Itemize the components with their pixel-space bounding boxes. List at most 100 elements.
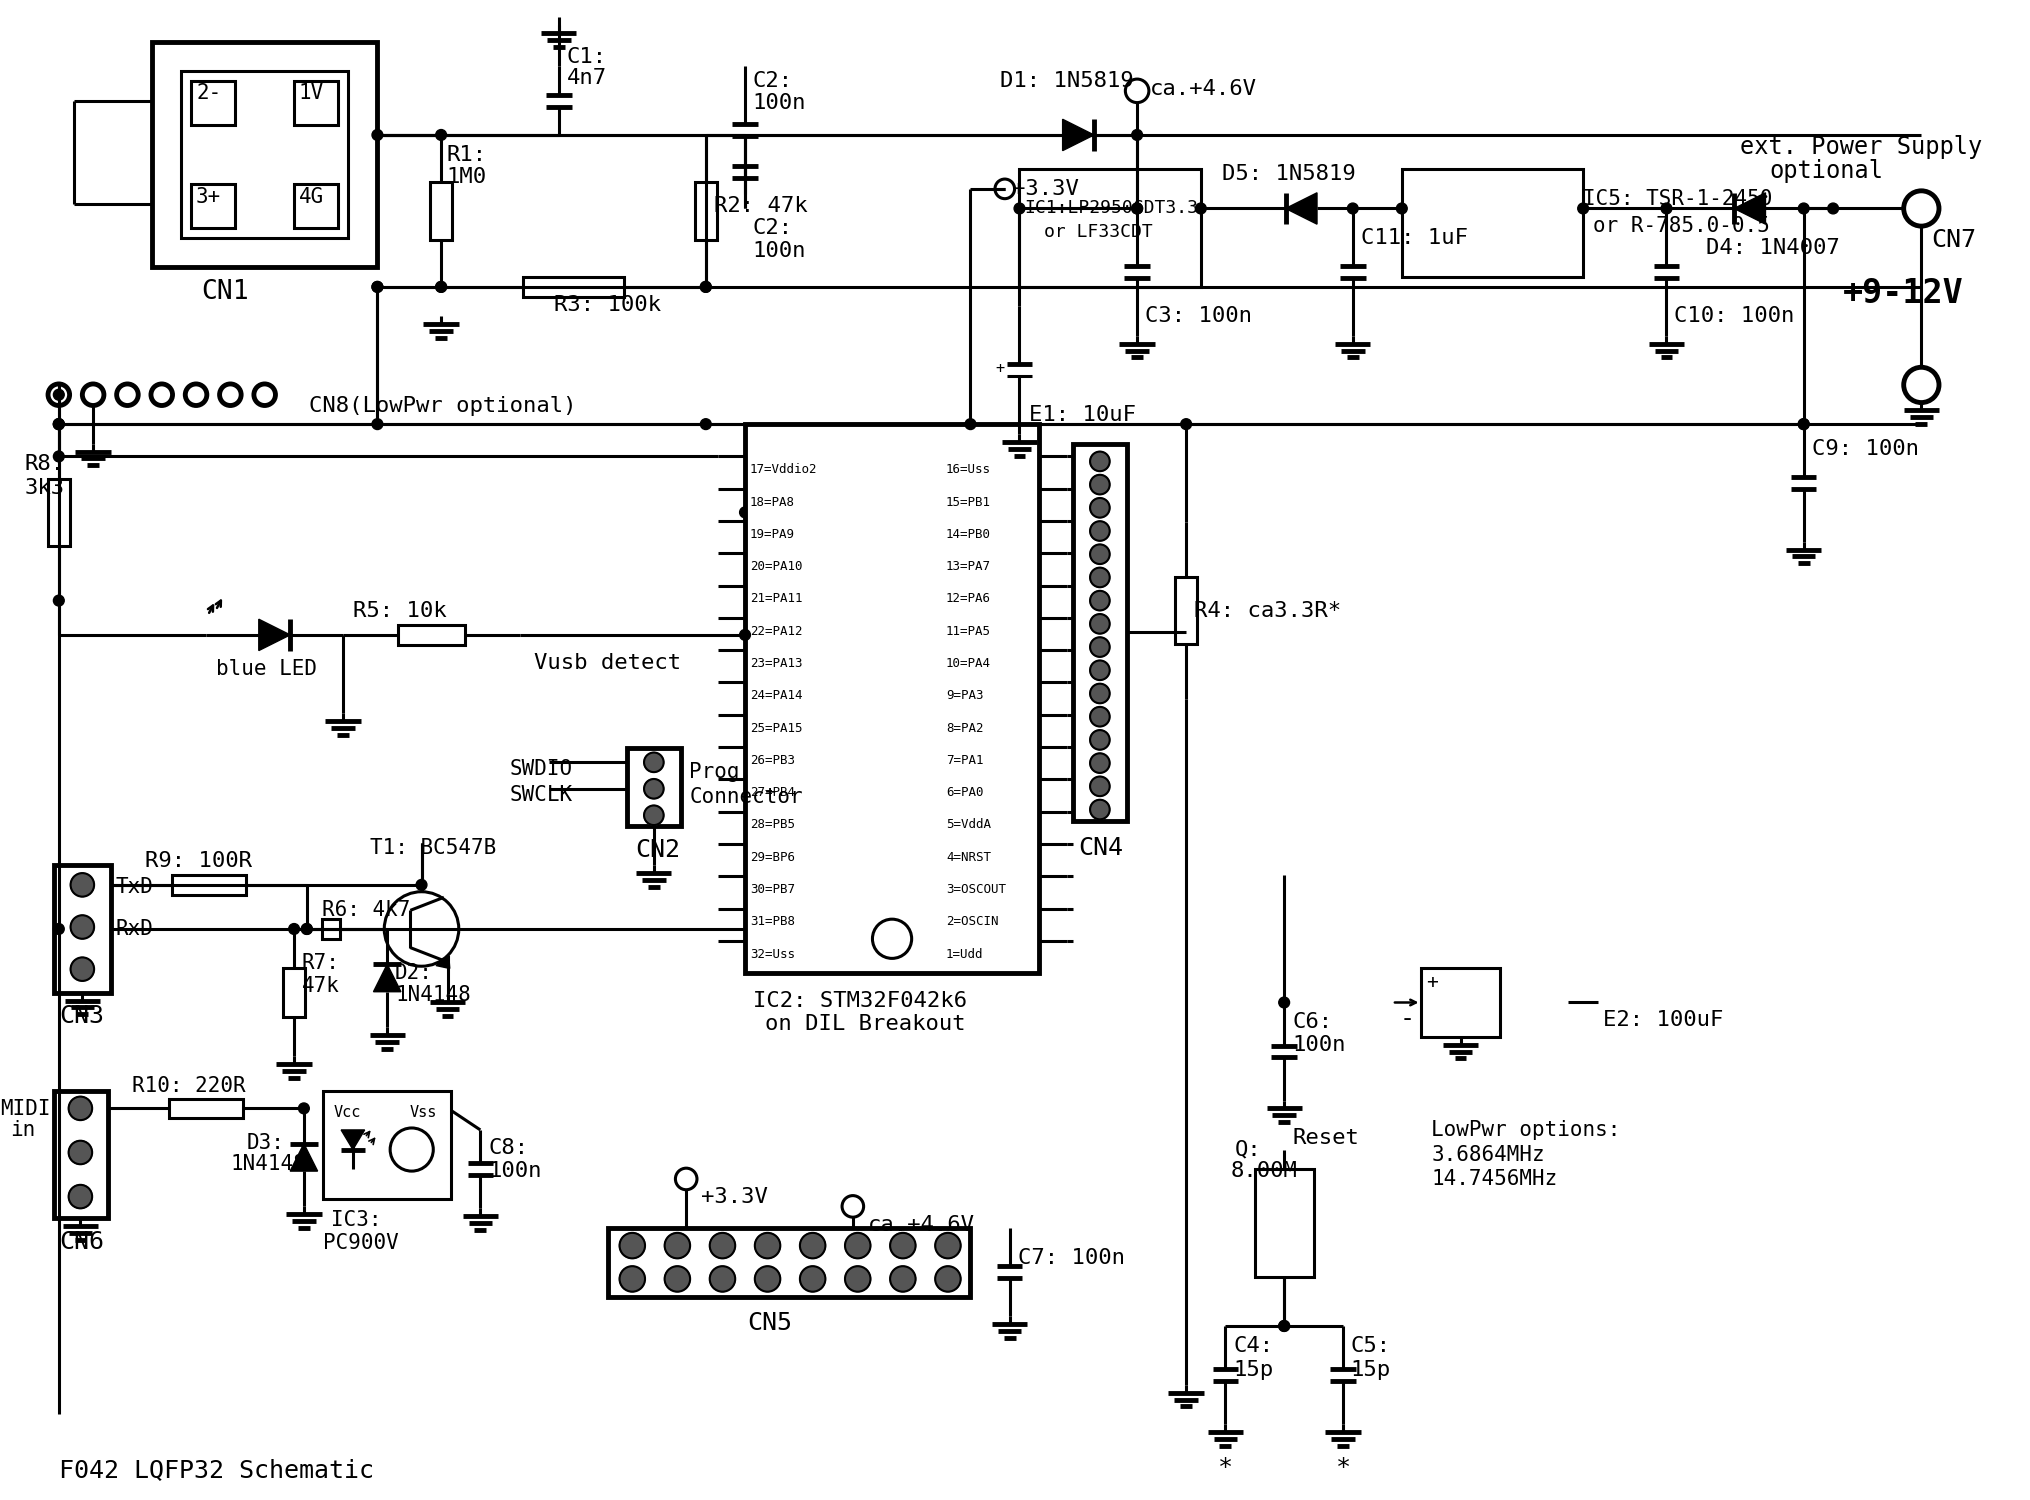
Circle shape bbox=[53, 924, 65, 934]
Bar bbox=[1401, 170, 1581, 278]
Circle shape bbox=[889, 1266, 916, 1292]
Text: +3.3V: +3.3V bbox=[1011, 178, 1078, 200]
Text: R1:: R1: bbox=[447, 146, 485, 165]
Text: C2:: C2: bbox=[753, 219, 792, 239]
Bar bbox=[694, 182, 717, 240]
Text: 1N4148: 1N4148 bbox=[396, 986, 471, 1005]
Text: 15=PB1: 15=PB1 bbox=[946, 495, 991, 508]
Text: +: + bbox=[995, 362, 1003, 376]
Text: IC3:: IC3: bbox=[331, 1210, 382, 1230]
Text: 24=PA14: 24=PA14 bbox=[749, 690, 802, 702]
Circle shape bbox=[436, 282, 447, 292]
Circle shape bbox=[708, 1233, 735, 1258]
Bar bbox=[323, 1090, 451, 1198]
Bar bbox=[607, 1228, 970, 1296]
Text: 31=PB8: 31=PB8 bbox=[749, 915, 794, 928]
Circle shape bbox=[1346, 202, 1358, 214]
Text: on DIL Breakout: on DIL Breakout bbox=[763, 1014, 964, 1035]
Text: CN8(LowPwr optional): CN8(LowPwr optional) bbox=[309, 396, 577, 417]
Text: IC5: TSR-1-2450: IC5: TSR-1-2450 bbox=[1581, 189, 1772, 209]
Text: 11=PA5: 11=PA5 bbox=[946, 624, 991, 638]
Text: ca.+4.6V: ca.+4.6V bbox=[867, 1215, 974, 1234]
Polygon shape bbox=[1734, 194, 1764, 224]
Circle shape bbox=[53, 596, 65, 606]
Circle shape bbox=[700, 282, 710, 292]
Text: C9: 100n: C9: 100n bbox=[1811, 440, 1918, 459]
Circle shape bbox=[664, 1233, 690, 1258]
Circle shape bbox=[53, 452, 65, 462]
Bar bbox=[745, 424, 1039, 974]
Circle shape bbox=[1090, 706, 1108, 726]
Circle shape bbox=[371, 282, 382, 292]
Circle shape bbox=[889, 1233, 916, 1258]
Text: R8:: R8: bbox=[24, 453, 65, 474]
Circle shape bbox=[1090, 753, 1108, 772]
Circle shape bbox=[71, 873, 93, 897]
Text: CN2: CN2 bbox=[635, 839, 680, 862]
Bar bbox=[168, 1098, 244, 1118]
Circle shape bbox=[1797, 419, 1809, 429]
Text: C7: 100n: C7: 100n bbox=[1017, 1248, 1125, 1268]
Text: 14=PB0: 14=PB0 bbox=[946, 528, 991, 542]
Text: C10: 100n: C10: 100n bbox=[1673, 306, 1795, 327]
Text: 32=Uss: 32=Uss bbox=[749, 948, 794, 960]
Text: CN1: CN1 bbox=[201, 279, 248, 304]
Polygon shape bbox=[374, 964, 400, 992]
Circle shape bbox=[1797, 202, 1809, 214]
Bar bbox=[49, 478, 69, 546]
Circle shape bbox=[1397, 202, 1407, 214]
Circle shape bbox=[700, 419, 710, 429]
Text: Connector: Connector bbox=[688, 788, 802, 807]
Text: C1:: C1: bbox=[566, 46, 607, 66]
Text: 6=PA0: 6=PA0 bbox=[946, 786, 983, 800]
Text: 100n: 100n bbox=[753, 242, 806, 261]
Text: 10=PA4: 10=PA4 bbox=[946, 657, 991, 670]
Circle shape bbox=[1797, 419, 1809, 429]
Text: 2=OSCIN: 2=OSCIN bbox=[946, 915, 999, 928]
Circle shape bbox=[71, 915, 93, 939]
Polygon shape bbox=[1062, 120, 1094, 150]
Text: E1: 10uF: E1: 10uF bbox=[1029, 405, 1135, 424]
Circle shape bbox=[800, 1233, 824, 1258]
Circle shape bbox=[1090, 567, 1108, 586]
Circle shape bbox=[1013, 202, 1025, 214]
Circle shape bbox=[1090, 498, 1108, 517]
Bar bbox=[627, 747, 680, 827]
Text: 16=Uss: 16=Uss bbox=[946, 464, 991, 477]
Text: Prog.: Prog. bbox=[688, 762, 751, 783]
Text: CN6: CN6 bbox=[59, 1230, 104, 1254]
Text: R10: 220R: R10: 220R bbox=[132, 1076, 246, 1096]
Circle shape bbox=[288, 924, 298, 934]
Text: C6:: C6: bbox=[1291, 1013, 1332, 1032]
Text: SWDIO: SWDIO bbox=[510, 759, 572, 780]
Circle shape bbox=[1131, 202, 1143, 214]
Text: C3: 100n: C3: 100n bbox=[1145, 306, 1250, 327]
Text: +: + bbox=[1425, 974, 1437, 992]
Text: 3.6864MHz: 3.6864MHz bbox=[1431, 1144, 1545, 1164]
Text: D4: 1N4007: D4: 1N4007 bbox=[1705, 238, 1839, 258]
Text: *: * bbox=[1218, 1456, 1232, 1480]
Bar bbox=[181, 70, 347, 238]
Circle shape bbox=[964, 419, 974, 429]
Text: PC900V: PC900V bbox=[323, 1233, 400, 1252]
Polygon shape bbox=[258, 620, 290, 651]
Text: F042 LQFP32 Schematic: F042 LQFP32 Schematic bbox=[59, 1458, 374, 1482]
Circle shape bbox=[1661, 202, 1671, 214]
Text: Vss: Vss bbox=[410, 1106, 436, 1120]
Circle shape bbox=[800, 1266, 824, 1292]
Text: 22=PA12: 22=PA12 bbox=[749, 624, 802, 638]
Circle shape bbox=[844, 1266, 871, 1292]
Bar bbox=[171, 874, 246, 894]
Text: 15p: 15p bbox=[1232, 1360, 1273, 1380]
Text: D2:: D2: bbox=[396, 963, 432, 984]
Circle shape bbox=[1090, 660, 1108, 680]
Circle shape bbox=[1090, 800, 1108, 819]
Circle shape bbox=[1131, 129, 1143, 141]
Text: +9-12V: +9-12V bbox=[1841, 278, 1963, 310]
Text: CN5: CN5 bbox=[747, 1311, 792, 1335]
Text: C5:: C5: bbox=[1350, 1336, 1391, 1356]
Polygon shape bbox=[1285, 194, 1315, 224]
Circle shape bbox=[300, 924, 313, 934]
Bar bbox=[524, 278, 623, 297]
Text: 5=VddA: 5=VddA bbox=[946, 819, 991, 831]
